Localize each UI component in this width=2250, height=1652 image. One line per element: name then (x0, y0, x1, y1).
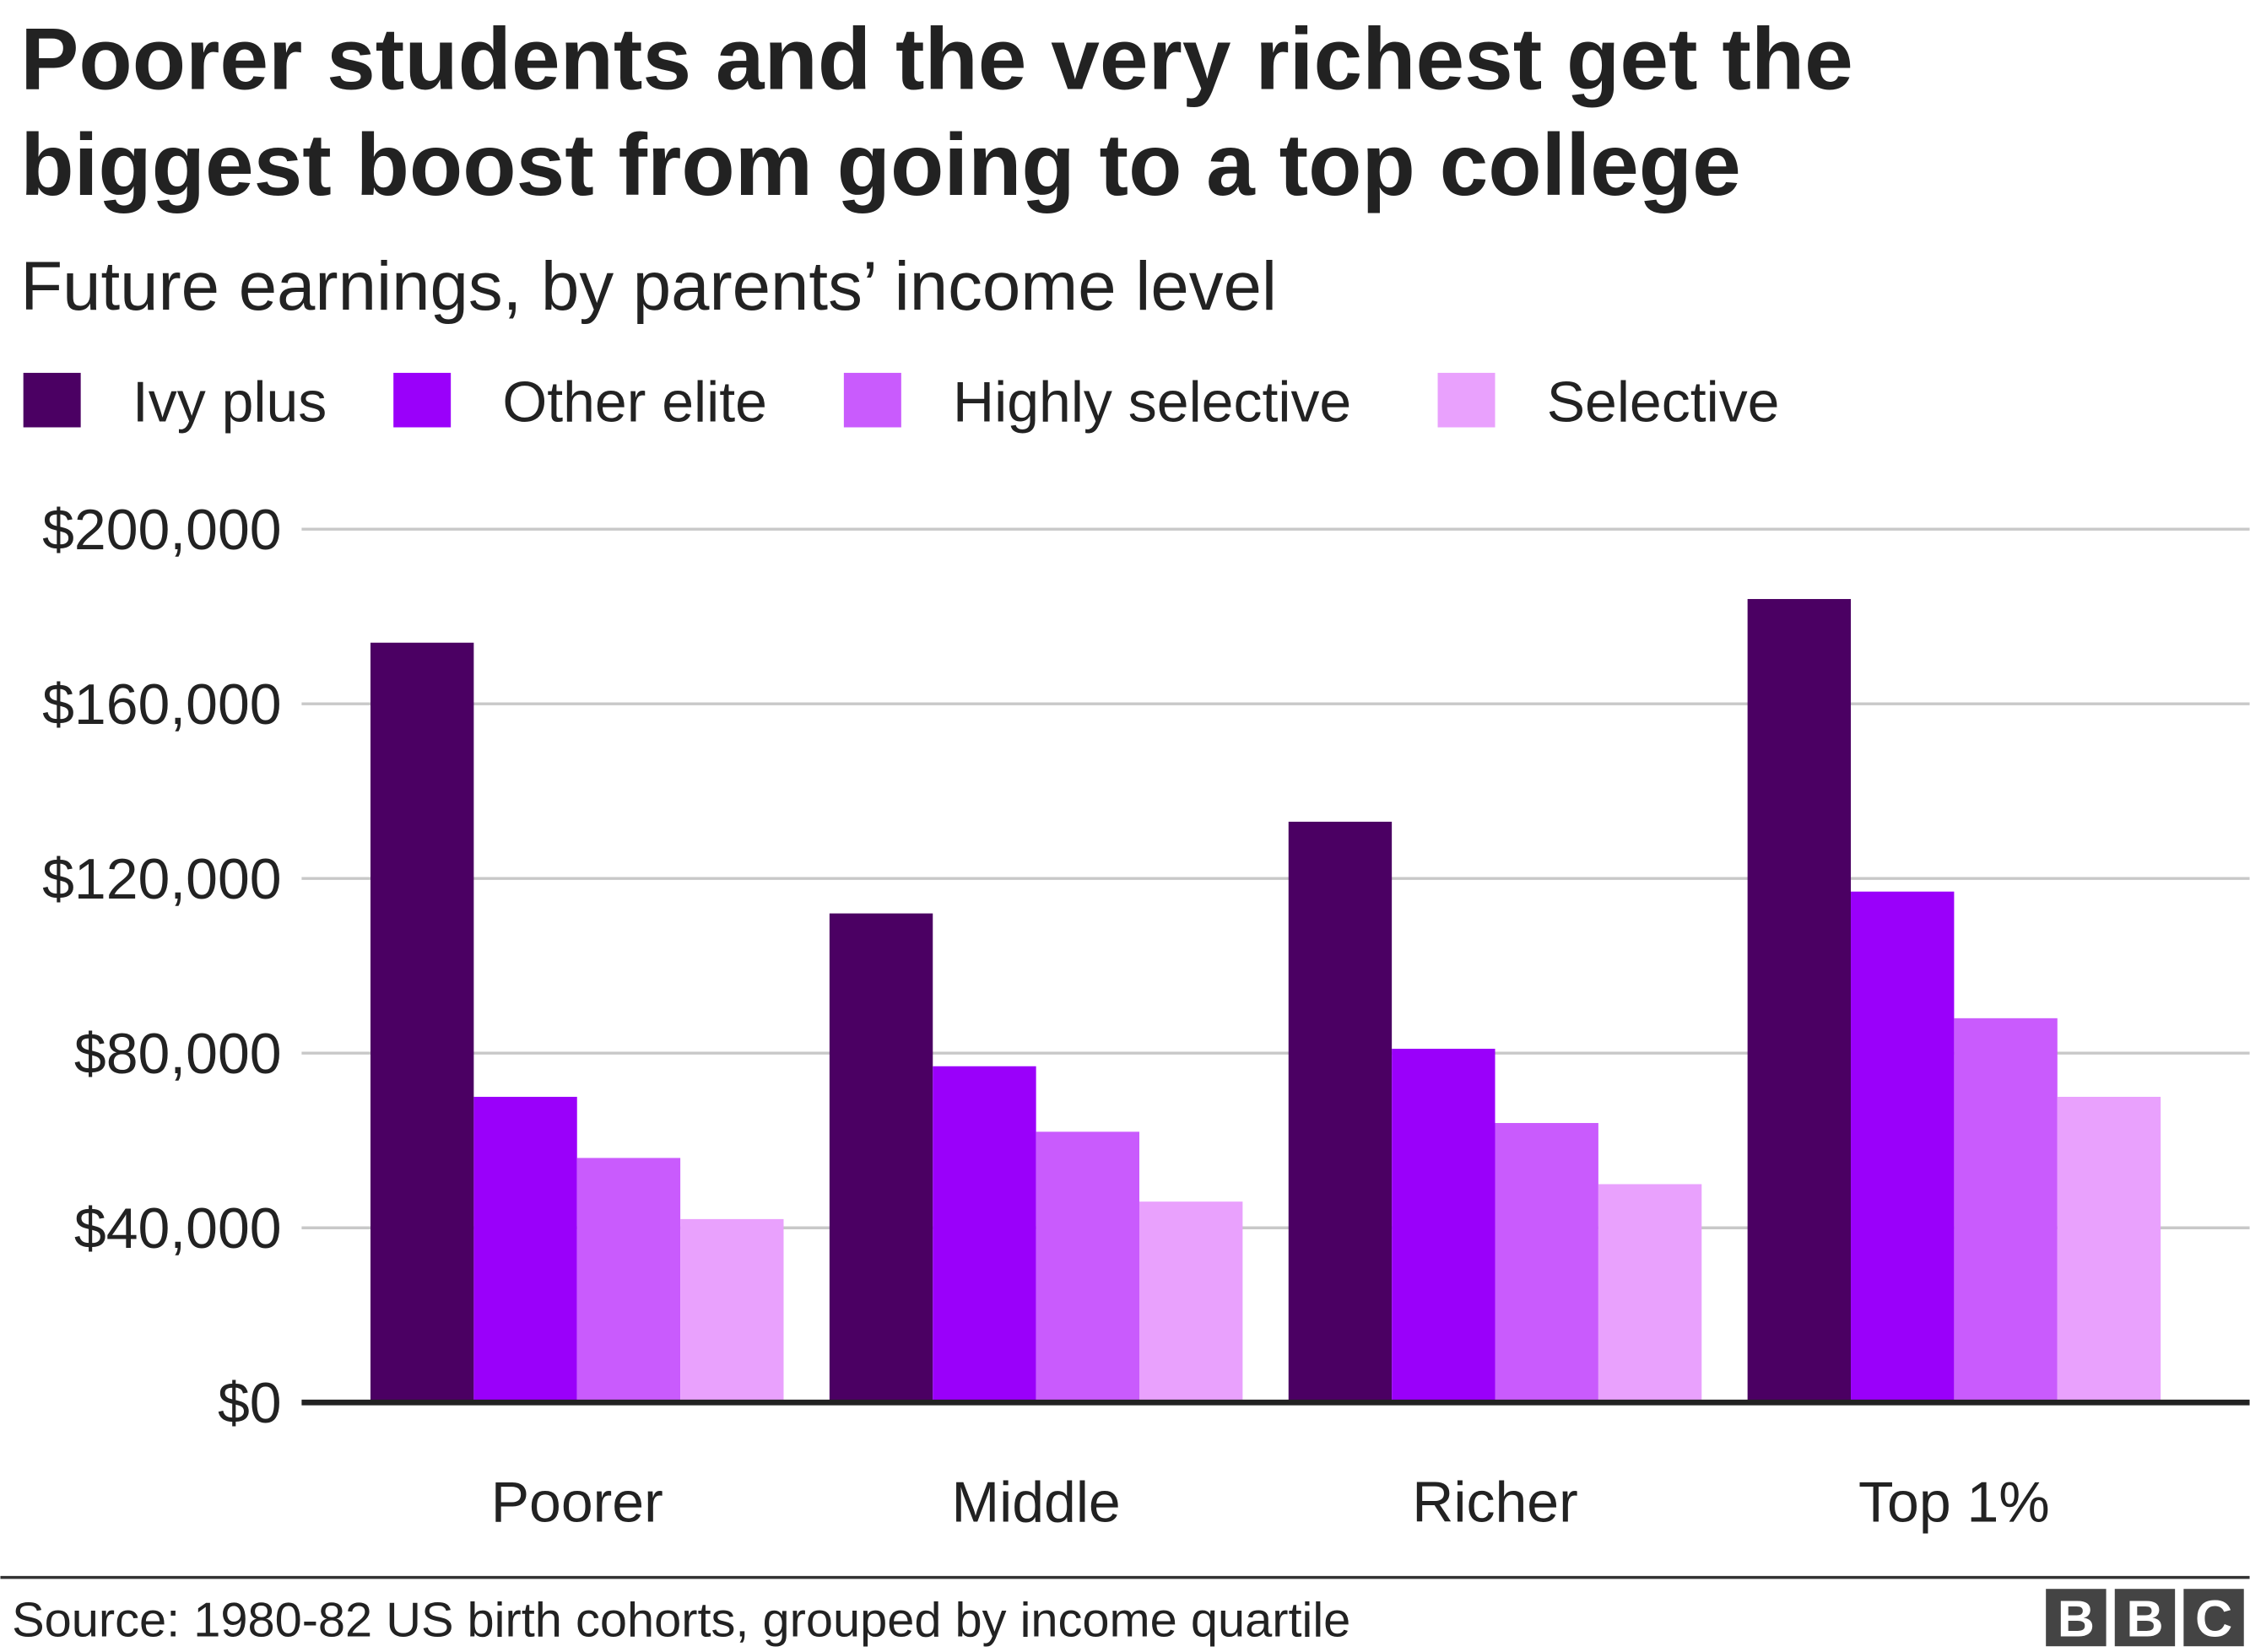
chart-title: Poorer students and the very richest get… (20, 9, 1853, 107)
logo-letter: B (2058, 1590, 2095, 1647)
bar (370, 642, 474, 1403)
source-note: Source: 1980-82 US birth cohorts, groupe… (12, 1593, 1350, 1647)
bar (1288, 821, 1393, 1403)
bar (933, 1066, 1036, 1403)
bar (1954, 1018, 2058, 1403)
legend-swatch (393, 372, 452, 428)
legend-swatch (1437, 372, 1495, 428)
y-tick-label: $200,000 (42, 498, 282, 562)
legend-label: Selective (1547, 370, 1780, 435)
bar (2057, 1096, 2161, 1403)
bar (829, 913, 933, 1403)
logo-box (2114, 1589, 2176, 1647)
chart-subtitle: Future earnings, by parents’ income leve… (20, 248, 1277, 325)
y-tick-label: $40,000 (74, 1196, 282, 1261)
logo-letter: B (2126, 1590, 2163, 1647)
bar (1392, 1049, 1495, 1403)
legend-label: Ivy plus (133, 370, 327, 435)
bar (1851, 891, 1955, 1403)
y-tick-label: $160,000 (42, 672, 282, 737)
legend-swatch (843, 372, 901, 428)
x-tick-label: Top 1% (1858, 1470, 2050, 1534)
logo-letter: C (2195, 1590, 2232, 1647)
x-tick-label: Poorer (491, 1470, 663, 1534)
legend-label: Other elite (502, 370, 767, 435)
x-tick-label: Richer (1412, 1470, 1577, 1534)
bar (576, 1158, 681, 1403)
bar (1495, 1123, 1598, 1403)
legend-swatch (23, 372, 81, 428)
logo-box (2046, 1589, 2107, 1647)
legend-label: Highly selective (953, 370, 1351, 435)
x-tick-label: Middle (952, 1470, 1121, 1534)
bar (1036, 1131, 1139, 1403)
bar (1139, 1201, 1243, 1403)
y-tick-label: $120,000 (42, 847, 282, 911)
bar (473, 1096, 577, 1403)
logo-box (2183, 1589, 2244, 1647)
y-tick-label: $0 (218, 1371, 282, 1435)
bar (680, 1218, 784, 1403)
chart-title: biggest boost from going to a top colleg… (20, 116, 1741, 213)
bar (1598, 1184, 1702, 1403)
y-tick-label: $80,000 (74, 1022, 282, 1086)
bar (1747, 598, 1852, 1403)
